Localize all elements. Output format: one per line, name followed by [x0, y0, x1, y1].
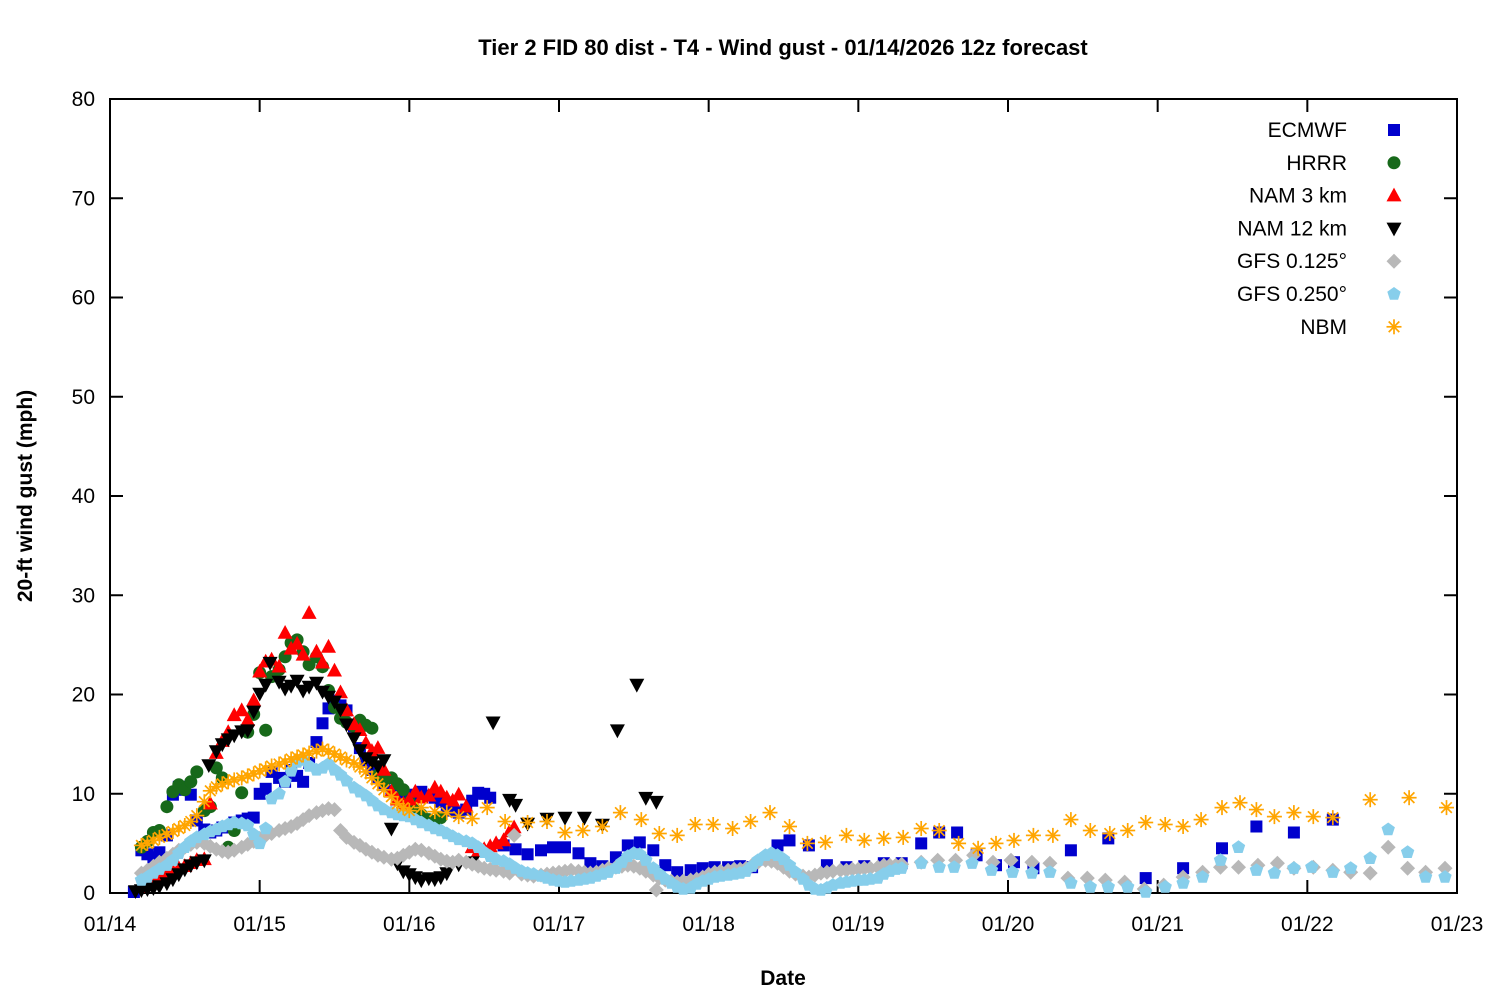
x-tick-label: 01/15 [233, 913, 286, 936]
legend-entry-nbm: NBM [1300, 316, 1402, 339]
y-tick-label: 40 [72, 485, 95, 508]
legend-entry-ecmwf: ECMWF [1268, 119, 1400, 142]
plot-area: 0 10 20 30 40 50 60 70 80 01/14 01/15 01/16 01/17 01/… [72, 88, 1484, 936]
legend: ECMWF HRRR NAM 3 km NAM 12 km GFS 0.125° GFS … [1237, 119, 1402, 339]
y-tick-label: 30 [72, 584, 95, 607]
legend-entry-nam-3-km: NAM 3 km [1249, 185, 1402, 208]
x-tick-label: 01/20 [982, 913, 1035, 936]
y-tick-label: 50 [72, 386, 95, 409]
y-tick-label: 60 [72, 287, 95, 310]
x-tick-label: 01/22 [1281, 913, 1334, 936]
legend-entry-nam-12-km: NAM 12 km [1237, 217, 1402, 240]
series-nam-12-km [127, 656, 664, 899]
legend-label: NAM 12 km [1237, 217, 1347, 240]
legend-label: ECMWF [1268, 119, 1347, 142]
legend-label: GFS 0.125° [1237, 250, 1347, 273]
y-tick-label: 20 [72, 684, 95, 707]
x-tick-label: 01/16 [383, 913, 436, 936]
x-tick-label: 01/23 [1431, 913, 1484, 936]
x-axis-label: Date [760, 967, 806, 990]
y-tick-label: 70 [72, 187, 95, 210]
legend-entry-gfs-0-250-: GFS 0.250° [1237, 283, 1401, 306]
y-axis-label: 20-ft wind gust (mph) [14, 390, 37, 602]
legend-entry-gfs-0-125-: GFS 0.125° [1237, 250, 1402, 273]
legend-entry-hrrr: HRRR [1286, 152, 1401, 175]
chart-title: Tier 2 FID 80 dist - T4 - Wind gust - 01… [478, 35, 1088, 60]
x-tick-label: 01/21 [1131, 913, 1184, 936]
legend-label: NBM [1300, 316, 1347, 339]
y-tick-label: 80 [72, 88, 95, 111]
series-nbm [133, 741, 1454, 856]
x-tick-label: 01/17 [533, 913, 586, 936]
x-tick-label: 01/18 [682, 913, 735, 936]
legend-label: GFS 0.250° [1237, 283, 1347, 306]
legend-label: HRRR [1286, 152, 1347, 175]
x-tick-label: 01/19 [832, 913, 885, 936]
y-tick-label: 10 [72, 783, 95, 806]
y-tick-label: 0 [83, 882, 95, 905]
series-gfs-0-125- [133, 801, 1453, 898]
x-tick-label: 01/14 [84, 913, 137, 936]
legend-label: NAM 3 km [1249, 185, 1347, 208]
